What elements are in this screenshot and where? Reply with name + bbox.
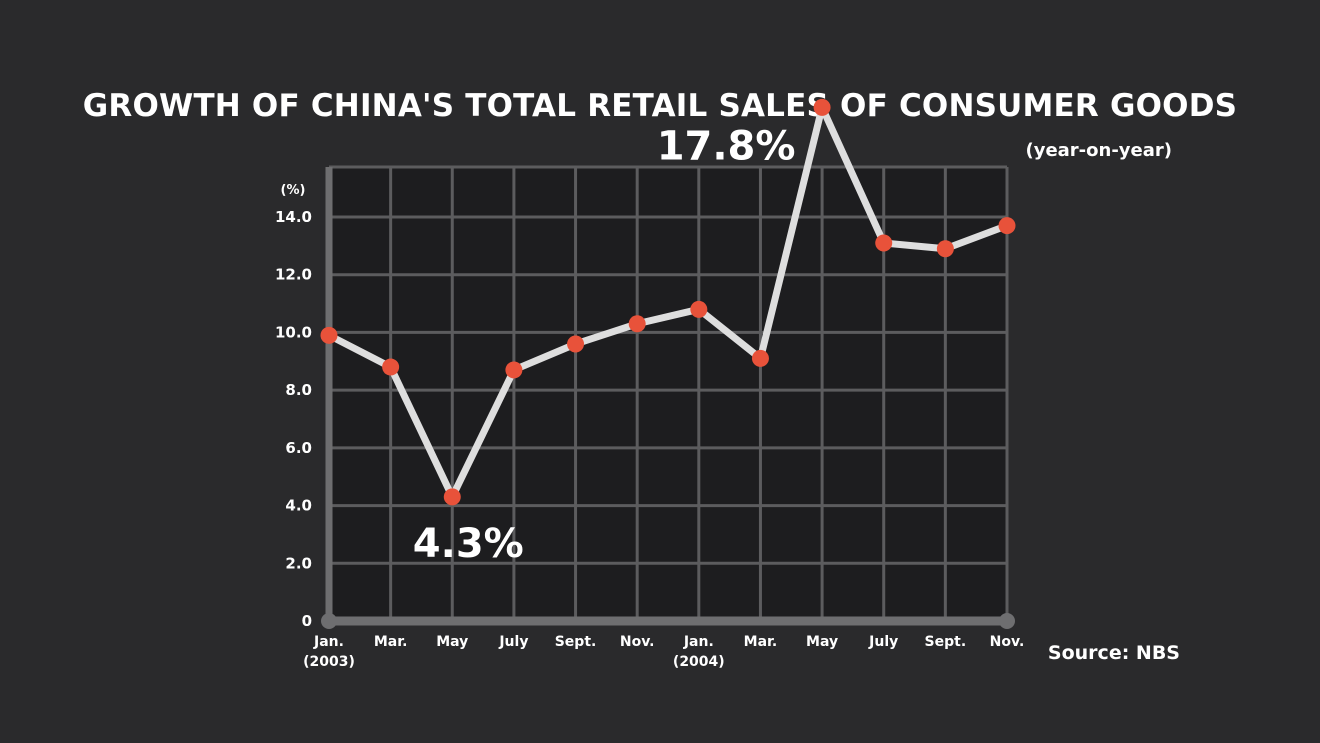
x-tick-label: Nov.: [990, 634, 1025, 650]
y-tick-label: 14.0: [275, 208, 312, 226]
annotation-label: 17.8%: [657, 123, 796, 169]
y-tick-label: 12.0: [275, 266, 312, 284]
data-point: [382, 358, 400, 376]
x-tick-label: July: [868, 634, 898, 650]
x-tick-label: May: [436, 634, 468, 650]
x-tick-label: Mar.: [374, 634, 408, 650]
x-tick-label: Mar.: [744, 634, 778, 650]
series-line: [325, 103, 1011, 501]
x-tick-label: July: [498, 634, 528, 650]
data-points: [320, 98, 1016, 506]
x-tick-label: Sept.: [555, 634, 597, 650]
data-point: [567, 335, 585, 353]
data-point: [751, 349, 769, 367]
x-tick-label: Jan.: [683, 634, 714, 650]
y-tick-label: 10.0: [275, 323, 312, 341]
y-tick-label: 8.0: [285, 381, 312, 399]
data-point: [690, 300, 708, 318]
y-tick-labels: 0 2.0 4.0 6.0 8.0 10.0 12.0 14.0: [275, 208, 312, 630]
data-point: [628, 315, 646, 333]
x-tick-labels: Jan. (2003) Mar. May July Sept. Nov. Jan. (2004)…: [303, 634, 1024, 670]
x-tick-sublabel: (2003): [303, 654, 355, 670]
x-tick-label: Sept.: [925, 634, 967, 650]
x-tick-label: Nov.: [620, 634, 655, 650]
source-label: Source: NBS: [1047, 642, 1180, 664]
axis-end-cap: [999, 613, 1015, 629]
x-tick-label: Jan.: [313, 634, 344, 650]
data-point: [320, 326, 338, 344]
y-tick-label: 6.0: [285, 439, 312, 457]
data-point: [936, 240, 954, 258]
axes: [321, 167, 1015, 629]
y-tick-label: 0: [302, 612, 312, 630]
data-point: [813, 98, 831, 116]
data-point: [505, 361, 523, 379]
annotations: 4.3% 17.8%: [413, 123, 796, 567]
annotation-label: 4.3%: [413, 521, 524, 567]
y-axis-unit-label: (%): [281, 183, 306, 198]
y-tick-label: 2.0: [285, 554, 312, 572]
data-point: [875, 234, 893, 252]
chart-subtitle: (year-on-year): [1025, 140, 1172, 161]
x-tick-label: May: [806, 634, 838, 650]
grid-lines: [327, 165, 1009, 621]
y-tick-label: 4.0: [285, 497, 312, 515]
axis-origin-cap: [321, 613, 337, 629]
x-tick-sublabel: (2004): [673, 654, 725, 670]
chart-title: GROWTH OF CHINA'S TOTAL RETAIL SALES OF …: [82, 88, 1238, 124]
data-point: [998, 217, 1016, 235]
data-point: [443, 488, 461, 506]
